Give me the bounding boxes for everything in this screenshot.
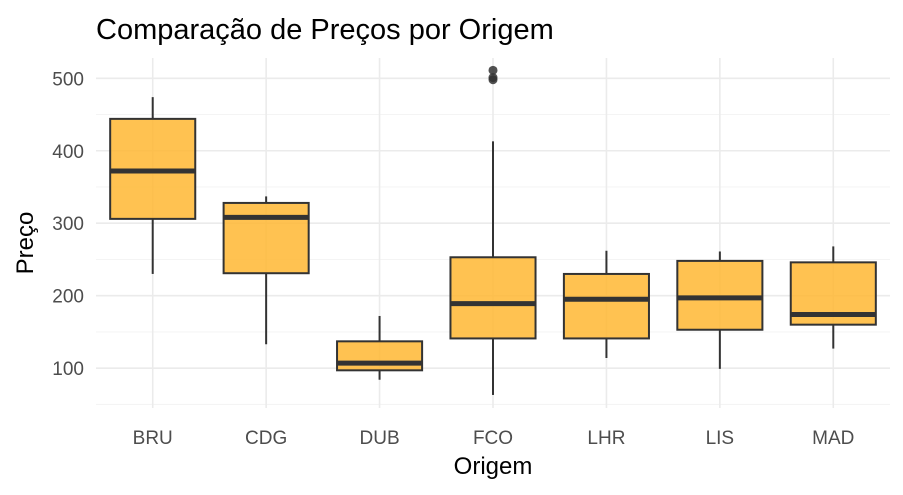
x-tick-label: CDG bbox=[245, 428, 287, 449]
boxes bbox=[109, 65, 877, 395]
box-iqr bbox=[336, 340, 424, 372]
x-axis-ticks: BRU CDG DUB FCO LHR LIS MAD bbox=[133, 428, 855, 449]
y-axis-title: Preço bbox=[12, 212, 39, 275]
box-iqr bbox=[676, 259, 764, 331]
y-tick-label: 100 bbox=[52, 359, 84, 380]
x-tick-label: FCO bbox=[473, 428, 513, 449]
box-bru bbox=[109, 97, 197, 274]
box-iqr bbox=[222, 201, 310, 275]
chart-title: Comparação de Preços por Origem bbox=[96, 14, 554, 46]
x-tick-label: LHR bbox=[587, 428, 625, 449]
y-tick-label: 300 bbox=[52, 214, 84, 235]
x-tick-label: BRU bbox=[133, 428, 173, 449]
x-tick-label: LIS bbox=[706, 428, 735, 449]
box-fco bbox=[449, 65, 537, 395]
x-axis-title: Origem bbox=[454, 453, 533, 480]
y-tick-label: 200 bbox=[52, 287, 84, 308]
outlier-point bbox=[488, 65, 498, 75]
x-tick-label: DUB bbox=[360, 428, 400, 449]
y-tick-label: 400 bbox=[52, 142, 84, 163]
box-iqr bbox=[562, 272, 650, 340]
box-mad bbox=[789, 246, 877, 349]
box-lis bbox=[676, 251, 764, 369]
y-tick-label: 500 bbox=[52, 69, 84, 90]
y-axis-ticks: 100 200 300 400 500 bbox=[52, 69, 84, 380]
x-tick-label: MAD bbox=[812, 428, 854, 449]
outlier-point bbox=[488, 73, 498, 83]
box-iqr bbox=[449, 256, 537, 340]
box-dub bbox=[336, 315, 424, 380]
box-cdg bbox=[222, 196, 310, 345]
box-lhr bbox=[562, 250, 650, 358]
